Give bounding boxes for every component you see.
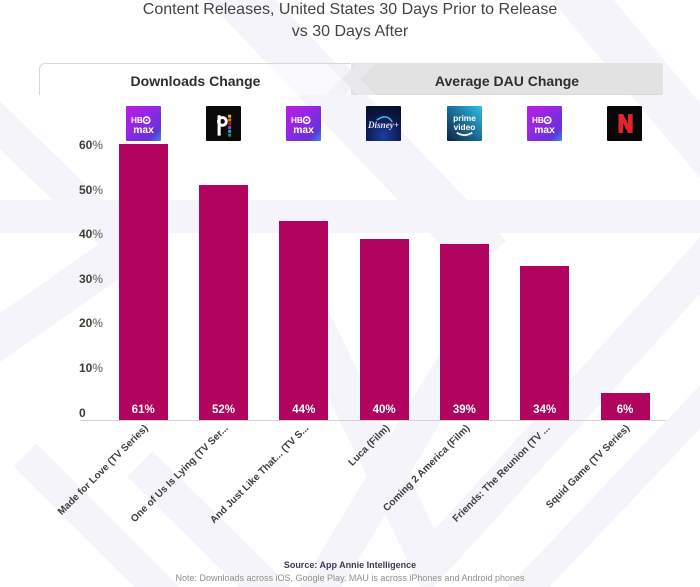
svg-text:video: video <box>453 122 475 132</box>
svg-text:max: max <box>293 125 314 136</box>
svg-text:HB: HB <box>130 116 142 125</box>
svg-text:HB: HB <box>291 116 303 125</box>
svg-text:prime: prime <box>453 113 476 123</box>
svg-text:max: max <box>534 125 555 136</box>
svg-text:HB: HB <box>532 116 544 125</box>
svg-text:Disney+: Disney+ <box>367 120 399 130</box>
svg-text:max: max <box>133 125 154 136</box>
